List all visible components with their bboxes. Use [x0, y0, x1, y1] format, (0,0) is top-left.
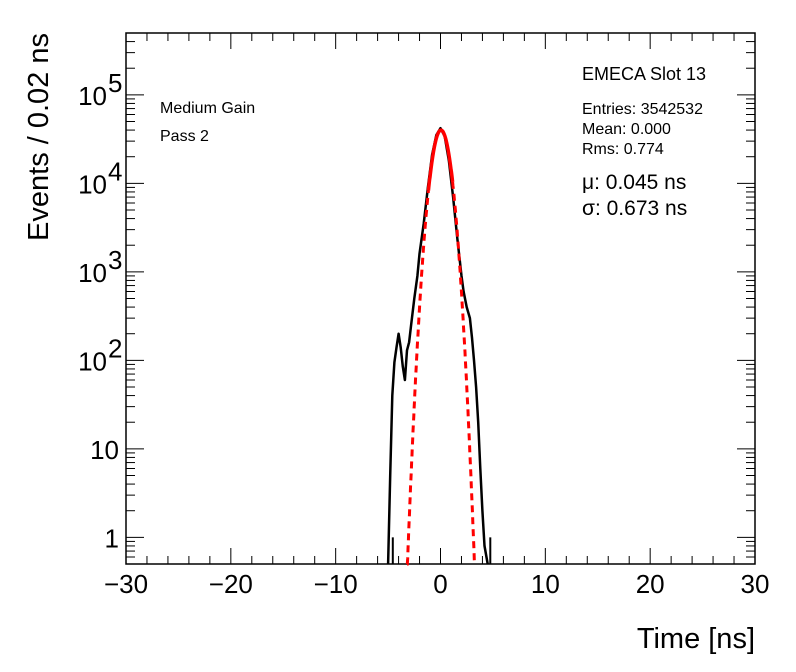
x-tick-label: 30: [741, 569, 770, 599]
svg-text:4: 4: [108, 156, 122, 186]
series-layer: [386, 126, 492, 566]
gain-label: Medium Gain: [160, 100, 255, 117]
y-tick-label: 10: [90, 435, 119, 465]
pass-label: Pass 2: [160, 128, 209, 145]
svg-text:10: 10: [78, 169, 107, 199]
svg-text:5: 5: [108, 68, 122, 98]
x-axis-title: Time [ns]: [637, 623, 755, 655]
y-tick-label: 10 2: [78, 333, 122, 376]
x-tick-label: 0: [433, 569, 447, 599]
fit-tail-left: [405, 190, 430, 566]
entries-label: Entries: 3542532: [582, 101, 703, 118]
svg-text:10: 10: [78, 81, 107, 111]
svg-text:10: 10: [78, 346, 107, 376]
fit-core: [426, 128, 455, 191]
svg-text:3: 3: [108, 245, 122, 275]
y-tick-label: 1: [105, 523, 119, 553]
axis-ticks: [125, 32, 756, 565]
y-tick-label: 10 3: [78, 245, 122, 288]
svg-text:2: 2: [108, 333, 122, 363]
sigma-label: σ: 0.673 ns: [582, 197, 687, 220]
slot-label: EMECA Slot 13: [582, 64, 706, 84]
y-tick-label: 10 4: [78, 156, 122, 199]
x-tick-label: 20: [636, 569, 665, 599]
x-tick-label: 10: [531, 569, 560, 599]
svg-text:10: 10: [78, 258, 107, 288]
svg-text:10: 10: [90, 435, 119, 465]
svg-text:1: 1: [105, 523, 119, 553]
x-tick-label: −10: [314, 569, 358, 599]
x-tick-labels: −30 −20 −10 0 10 20 30: [104, 569, 770, 599]
fit-tail-right: [451, 181, 477, 566]
mean-label: Mean: 0.000: [582, 121, 671, 138]
y-tick-label: 10 5: [78, 68, 122, 111]
x-tick-label: −30: [104, 569, 148, 599]
rms-label: Rms: 0.774: [582, 141, 664, 158]
x-tick-label: −20: [209, 569, 253, 599]
y-axis-title: Events / 0.02 ns: [23, 33, 55, 241]
mu-label: μ: 0.045 ns: [582, 171, 686, 194]
